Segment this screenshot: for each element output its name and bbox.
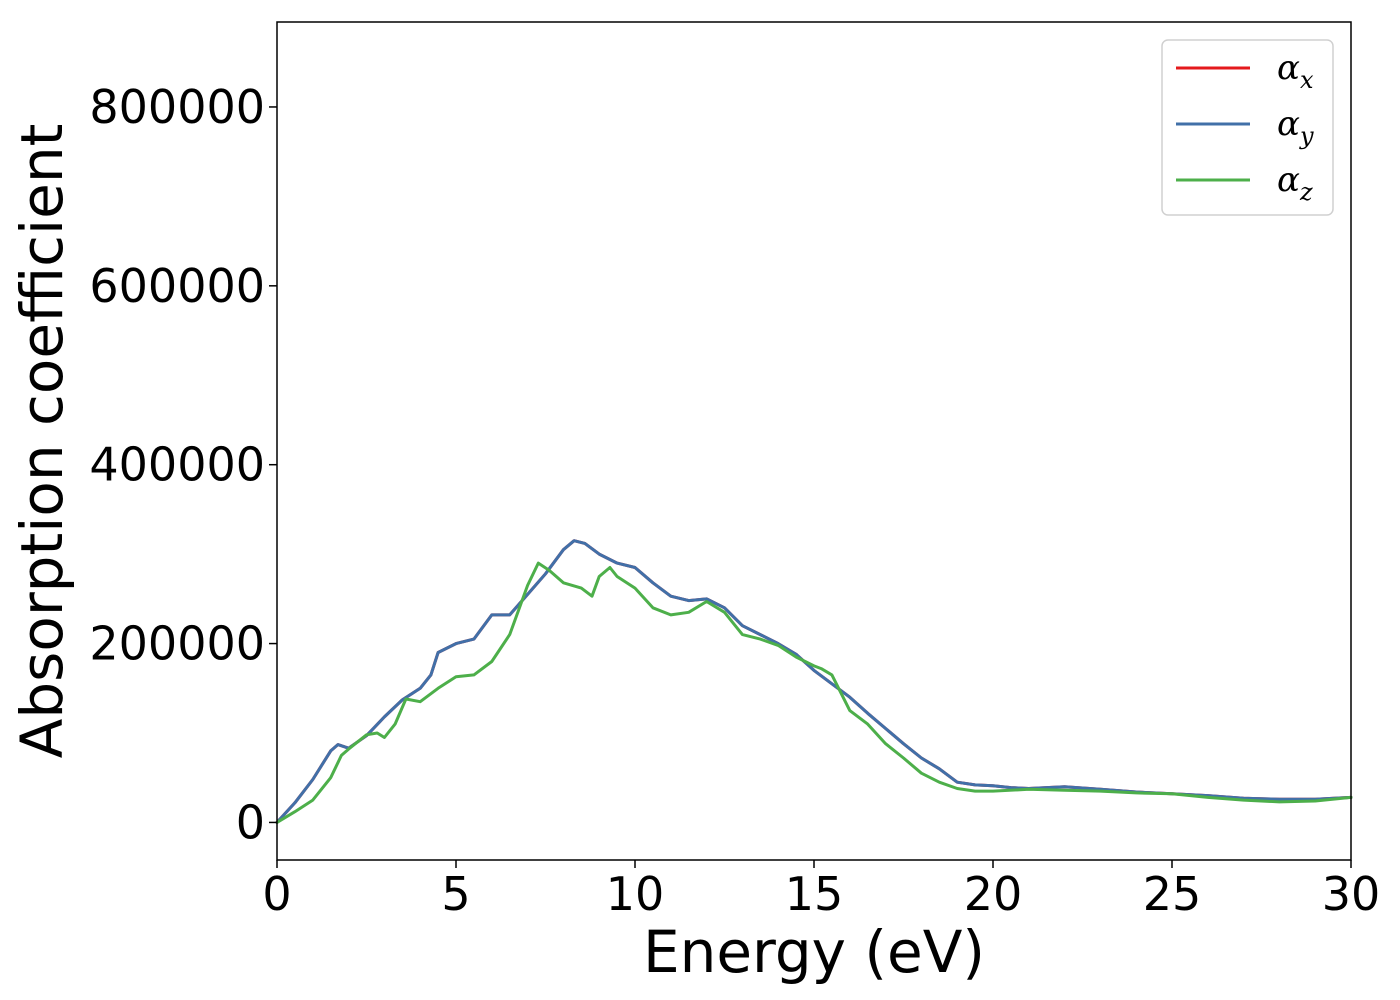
- x-tick-label: 20: [964, 867, 1023, 921]
- y-tick-label: 0: [236, 795, 265, 849]
- series-line-z: [275, 561, 1353, 824]
- y-axis: 0 200000 400000 600000 800000: [89, 80, 277, 849]
- x-axis-title: Energy (eV): [643, 918, 985, 986]
- series-layer: [275, 539, 1353, 824]
- x-tick-label: 0: [262, 867, 291, 921]
- y-tick-label: 600000: [89, 259, 265, 313]
- x-tick-label: 25: [1143, 867, 1202, 921]
- y-tick-label: 400000: [89, 438, 265, 492]
- series-line-y: [275, 539, 1353, 824]
- x-tick-label: 15: [785, 867, 844, 921]
- y-axis-title: Absorption coefficient: [8, 124, 76, 759]
- y-tick-label: 200000: [89, 617, 265, 671]
- x-tick-label: 10: [606, 867, 665, 921]
- legend-box: [1161, 39, 1334, 216]
- x-tick-label: 30: [1322, 867, 1381, 921]
- x-axis: 0 5 10 15 20 25 30: [262, 860, 1380, 921]
- y-tick-label: 800000: [89, 80, 265, 134]
- series-line-x: [275, 539, 1353, 824]
- x-tick-label: 5: [441, 867, 470, 921]
